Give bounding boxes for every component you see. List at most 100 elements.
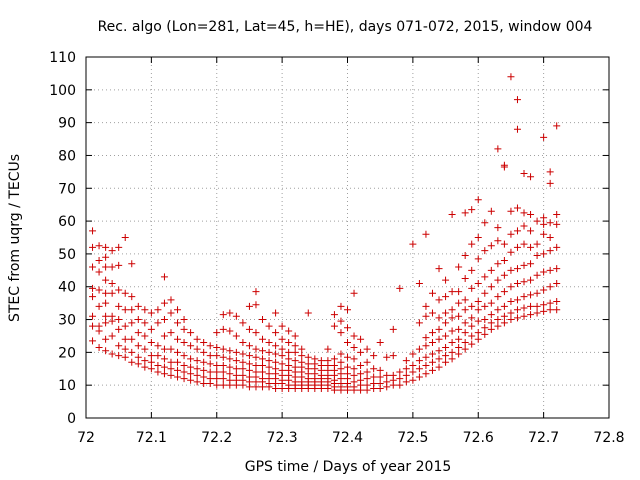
data-point bbox=[187, 370, 195, 378]
data-point bbox=[402, 365, 410, 373]
data-point bbox=[108, 332, 116, 340]
data-point bbox=[298, 358, 306, 366]
data-point bbox=[95, 256, 103, 264]
data-point bbox=[428, 358, 436, 366]
x-tick-label: 72.8 bbox=[593, 430, 624, 446]
data-point bbox=[160, 363, 168, 371]
data-point bbox=[187, 355, 195, 363]
y-tick-label: 0 bbox=[67, 411, 76, 427]
data-point bbox=[278, 366, 286, 374]
data-point bbox=[435, 314, 443, 322]
data-point bbox=[167, 345, 175, 353]
data-point bbox=[213, 343, 221, 351]
data-point bbox=[344, 363, 351, 371]
data-point bbox=[415, 319, 423, 327]
data-point bbox=[507, 266, 515, 274]
data-point bbox=[481, 302, 489, 310]
data-point bbox=[337, 350, 345, 358]
data-point bbox=[461, 345, 469, 353]
data-point bbox=[89, 243, 97, 251]
data-point bbox=[553, 220, 561, 228]
data-point bbox=[154, 352, 162, 360]
data-point bbox=[291, 357, 299, 365]
data-point bbox=[442, 332, 450, 340]
data-point bbox=[232, 312, 240, 320]
data-point bbox=[527, 227, 535, 235]
x-tick-label: 72 bbox=[77, 430, 95, 446]
data-point bbox=[200, 348, 208, 356]
data-point bbox=[167, 365, 175, 373]
data-point bbox=[89, 337, 97, 345]
data-point bbox=[278, 345, 286, 353]
data-point bbox=[468, 206, 476, 214]
data-point bbox=[357, 376, 365, 384]
data-point bbox=[226, 376, 234, 384]
x-tick-label: 72.1 bbox=[136, 430, 167, 446]
data-point bbox=[219, 381, 227, 389]
data-point bbox=[540, 220, 548, 228]
data-point bbox=[265, 322, 273, 330]
data-point bbox=[350, 365, 358, 373]
data-point bbox=[513, 227, 521, 235]
data-point bbox=[304, 309, 312, 317]
data-point bbox=[553, 306, 561, 314]
data-point bbox=[141, 319, 149, 327]
data-point bbox=[95, 268, 103, 276]
data-point bbox=[154, 368, 162, 376]
data-point bbox=[167, 329, 175, 337]
data-point bbox=[213, 352, 221, 360]
data-point bbox=[540, 230, 548, 238]
data-point bbox=[108, 350, 116, 358]
data-point bbox=[487, 207, 495, 215]
data-point bbox=[507, 309, 515, 317]
data-point bbox=[553, 122, 561, 130]
data-point bbox=[174, 373, 182, 381]
data-point bbox=[226, 363, 234, 371]
data-point bbox=[500, 271, 508, 279]
data-point bbox=[278, 360, 286, 368]
data-point bbox=[527, 276, 535, 284]
data-point bbox=[461, 252, 469, 260]
data-point bbox=[121, 289, 129, 297]
data-point bbox=[435, 325, 443, 333]
data-point bbox=[285, 361, 293, 369]
data-point bbox=[102, 335, 110, 343]
data-point bbox=[553, 297, 561, 305]
data-point bbox=[370, 380, 378, 388]
data-point bbox=[520, 261, 528, 269]
data-point bbox=[350, 371, 358, 379]
data-point bbox=[95, 242, 103, 250]
data-point bbox=[102, 253, 110, 261]
data-point bbox=[422, 370, 430, 378]
data-point bbox=[487, 299, 495, 307]
data-point bbox=[487, 319, 495, 327]
data-point bbox=[134, 329, 142, 337]
data-point bbox=[174, 358, 182, 366]
data-point bbox=[291, 332, 299, 340]
data-point bbox=[187, 342, 195, 350]
data-point bbox=[252, 368, 260, 376]
data-point bbox=[546, 247, 554, 255]
data-point bbox=[422, 302, 430, 310]
data-point bbox=[533, 289, 541, 297]
data-point bbox=[540, 307, 548, 315]
data-point bbox=[89, 227, 97, 235]
data-point bbox=[533, 252, 541, 260]
data-point bbox=[265, 348, 273, 356]
x-tick-label: 72.6 bbox=[463, 430, 494, 446]
data-point bbox=[89, 284, 97, 292]
data-point bbox=[546, 168, 554, 176]
data-point bbox=[272, 350, 280, 358]
data-point bbox=[527, 243, 535, 251]
data-point bbox=[344, 353, 351, 361]
data-point bbox=[442, 309, 450, 317]
data-point bbox=[363, 381, 371, 389]
data-point bbox=[383, 353, 391, 361]
data-point bbox=[160, 345, 168, 353]
data-point bbox=[324, 345, 332, 353]
data-point bbox=[272, 365, 280, 373]
data-point bbox=[108, 312, 116, 320]
data-point bbox=[219, 325, 227, 333]
data-point bbox=[147, 365, 155, 373]
